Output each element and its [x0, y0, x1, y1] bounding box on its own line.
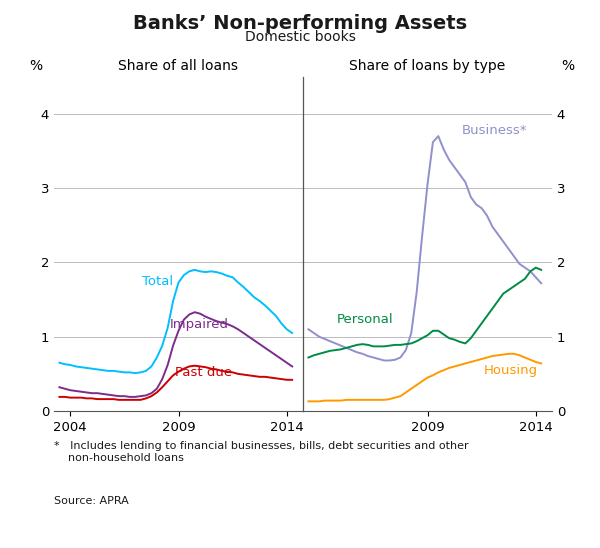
- Text: Total: Total: [142, 275, 173, 288]
- Text: Share of all loans: Share of all loans: [119, 59, 239, 73]
- Text: %: %: [29, 59, 42, 73]
- Text: Personal: Personal: [337, 313, 393, 327]
- Text: Business*: Business*: [462, 124, 527, 137]
- Text: Impaired: Impaired: [170, 318, 229, 331]
- Text: Share of loans by type: Share of loans by type: [349, 59, 506, 73]
- Text: *   Includes lending to financial businesses, bills, debt securities and other
 : * Includes lending to financial business…: [54, 441, 469, 463]
- Text: Housing: Housing: [484, 364, 538, 377]
- Text: Past due: Past due: [175, 366, 232, 379]
- Text: Domestic books: Domestic books: [245, 30, 355, 44]
- Text: Source: APRA: Source: APRA: [54, 496, 129, 506]
- Text: %: %: [561, 59, 574, 73]
- Text: Banks’ Non-performing Assets: Banks’ Non-performing Assets: [133, 14, 467, 33]
